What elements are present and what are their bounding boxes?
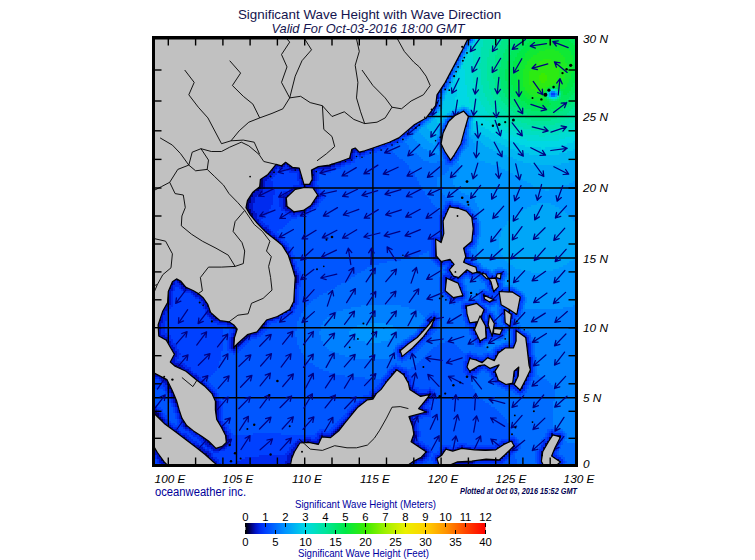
svg-text:130 E: 130 E (564, 472, 595, 486)
svg-text:6: 6 (362, 511, 368, 523)
svg-text:5: 5 (342, 511, 348, 523)
svg-text:0: 0 (583, 457, 590, 471)
svg-text:1: 1 (262, 511, 268, 523)
svg-text:20 N: 20 N (582, 181, 608, 195)
svg-text:3: 3 (302, 511, 308, 523)
svg-text:110 E: 110 E (292, 472, 322, 486)
svg-text:100 E: 100 E (155, 472, 186, 486)
svg-text:5: 5 (272, 536, 278, 548)
svg-text:Significant Wave Height (Meter: Significant Wave Height (Meters) (295, 498, 436, 510)
svg-text:10: 10 (439, 511, 452, 523)
svg-text:10 N: 10 N (583, 321, 608, 335)
svg-text:11: 11 (460, 511, 472, 523)
svg-text:Significant Wave Height with W: Significant Wave Height with Wave Direct… (238, 7, 501, 22)
svg-text:Significant Wave Height (Feet): Significant Wave Height (Feet) (298, 547, 429, 559)
svg-text:10: 10 (299, 536, 312, 548)
svg-text:20: 20 (359, 536, 372, 548)
svg-text:30: 30 (419, 536, 432, 548)
svg-text:7: 7 (382, 511, 388, 523)
svg-text:oceanweather inc.: oceanweather inc. (155, 485, 246, 499)
svg-text:2: 2 (282, 511, 288, 523)
svg-text:35: 35 (449, 536, 462, 548)
svg-text:115 E: 115 E (360, 472, 390, 486)
svg-text:8: 8 (402, 511, 408, 523)
svg-text:15 N: 15 N (583, 252, 608, 266)
svg-text:30 N: 30 N (583, 32, 608, 46)
svg-text:5 N: 5 N (583, 391, 602, 405)
svg-text:12: 12 (479, 511, 492, 523)
svg-text:0: 0 (242, 511, 248, 523)
svg-text:40: 40 (479, 536, 492, 548)
svg-text:120 E: 120 E (428, 472, 459, 486)
svg-text:Plotted at Oct 03, 2016 15:52: Plotted at Oct 03, 2016 15:52 GMT (460, 486, 578, 496)
svg-text:15: 15 (329, 536, 342, 548)
svg-text:25: 25 (389, 536, 402, 548)
svg-text:9: 9 (422, 511, 428, 523)
svg-text:25 N: 25 N (582, 110, 608, 124)
svg-text:0: 0 (242, 536, 248, 548)
svg-text:4: 4 (322, 511, 328, 523)
svg-text:105 E: 105 E (223, 472, 254, 486)
svg-text:125 E: 125 E (496, 472, 527, 486)
svg-text:Valid For Oct-03-2016 18:00 GM: Valid For Oct-03-2016 18:00 GMT (272, 21, 466, 36)
